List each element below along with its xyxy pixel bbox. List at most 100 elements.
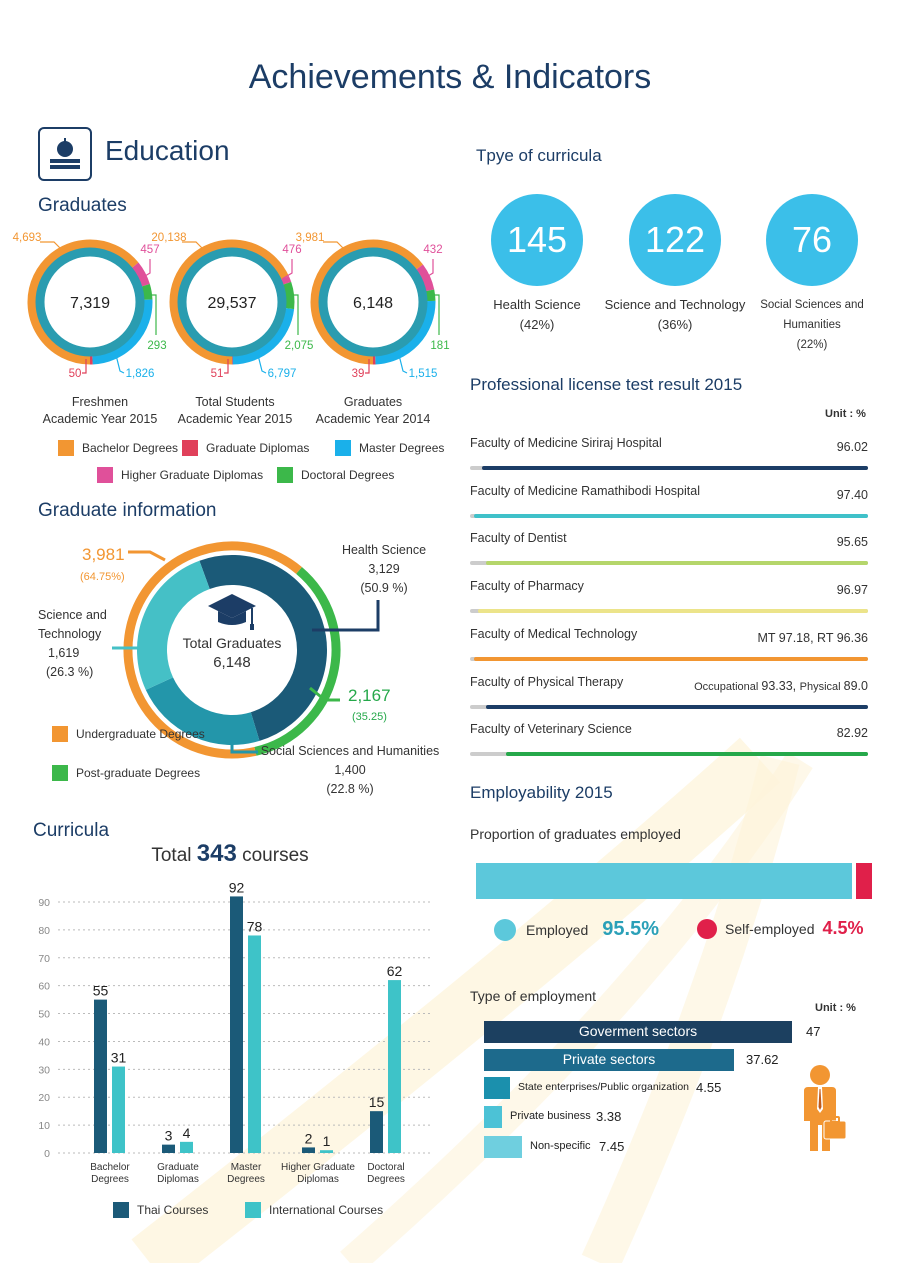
x-tick-label: Degrees bbox=[367, 1174, 405, 1185]
page-title: Achievements & Indicators bbox=[248, 58, 652, 96]
license-value: MT 97.18, RT 96.36 bbox=[757, 631, 869, 645]
callout-line bbox=[431, 294, 440, 335]
bar-value-label: 92 bbox=[229, 879, 245, 895]
license-row: Faculty of Medicine Ramathibodi Hospital… bbox=[470, 484, 868, 518]
ring-segment-master bbox=[92, 299, 153, 365]
bar-international-courses bbox=[248, 935, 261, 1153]
employment-type-value: 3.38 bbox=[596, 1109, 622, 1124]
employment-type-label: State enterprises/Public organization bbox=[518, 1081, 690, 1093]
ring-label-bachelor: 4,693 bbox=[13, 232, 42, 244]
ring-caption-3: Graduates Academic Year 2014 bbox=[315, 395, 431, 426]
ring-center bbox=[187, 257, 277, 347]
inner-segment-health bbox=[199, 555, 327, 741]
license-row: Faculty of Pharmacy 96.97 bbox=[470, 579, 868, 613]
bar-thai-courses bbox=[370, 1111, 383, 1153]
callout-line bbox=[365, 359, 370, 374]
bar-value-label: 15 bbox=[369, 1094, 385, 1110]
employment-type-bar bbox=[484, 1136, 522, 1158]
post-value: 2,167 bbox=[348, 686, 391, 705]
ring-label-doctoral: 181 bbox=[430, 340, 449, 352]
ring-label-bachelor: 20,138 bbox=[151, 232, 186, 244]
legend-diploma: Graduate Diplomas bbox=[182, 440, 309, 456]
license-bar bbox=[470, 514, 868, 518]
bar-thai-courses bbox=[230, 896, 243, 1153]
bar-international-courses bbox=[388, 980, 401, 1153]
callout-line bbox=[182, 241, 203, 249]
bar-thai-courses bbox=[302, 1147, 315, 1153]
employment-type-bar bbox=[484, 1106, 502, 1128]
ring-center-value: 6,148 bbox=[353, 295, 393, 312]
callout-line bbox=[312, 600, 380, 632]
callout-line bbox=[82, 359, 87, 374]
ring-center bbox=[45, 257, 135, 347]
license-row: Faculty of Veterinary Science 82.92 bbox=[470, 722, 868, 756]
bar-value-label: 55 bbox=[93, 983, 109, 999]
legend-swatch bbox=[113, 1202, 129, 1218]
health-label: Health Science 3,129 (50.9 %) bbox=[341, 543, 427, 595]
license-value: 82.92 bbox=[836, 726, 868, 740]
license-bar bbox=[470, 657, 868, 661]
employed-legend: Employed 95.5% bbox=[494, 918, 659, 941]
y-tick-label: 30 bbox=[38, 1064, 50, 1076]
bar-value-label: 3 bbox=[165, 1128, 173, 1144]
x-tick-label: Doctoral bbox=[367, 1162, 404, 1173]
education-icon bbox=[38, 127, 92, 181]
donut-center bbox=[168, 586, 296, 714]
y-tick-label: 10 bbox=[38, 1120, 50, 1132]
bar-value-label: 78 bbox=[247, 918, 263, 934]
legend-swatch bbox=[52, 726, 68, 742]
legend-bachelor: Bachelor Degrees bbox=[58, 440, 178, 456]
curricula-type-label: Social Sciences and Humanities (22%) bbox=[760, 299, 864, 351]
license-bar bbox=[470, 609, 868, 613]
bar-value-label: 62 bbox=[387, 963, 403, 979]
ring-segment-bachelor bbox=[169, 239, 289, 365]
employment-type-value: 47 bbox=[806, 1024, 821, 1039]
employ-subtitle: Proportion of graduates employed bbox=[470, 826, 681, 842]
ring-label-doctoral: 293 bbox=[147, 340, 166, 352]
employ-type-unit: Unit : % bbox=[815, 1002, 856, 1014]
graduates-rings: 7,319 4,693 457 293 1,826 50 29,537 20,138 476 2,… bbox=[13, 232, 450, 380]
bar-value-label: 2 bbox=[305, 1130, 313, 1146]
callout-line bbox=[139, 259, 151, 280]
curricula-type-circle: 76 bbox=[766, 194, 858, 286]
inner-segment-social bbox=[145, 676, 260, 745]
ring-inner bbox=[177, 247, 287, 357]
ring-inner bbox=[318, 247, 428, 357]
callout-line bbox=[323, 241, 344, 249]
curricula-total: Total 343 courses bbox=[151, 840, 309, 867]
license-unit: Unit : % bbox=[825, 408, 866, 420]
science-label: Science and Technology 1,619 (26.3 %) bbox=[38, 608, 107, 679]
curricula-type-label: Science and Technology (36%) bbox=[604, 297, 746, 332]
legend-swatch bbox=[97, 467, 113, 483]
ring-segment-bachelor bbox=[310, 239, 423, 365]
employ-bar bbox=[476, 863, 872, 899]
license-faculty: Faculty of Medicine Ramathibodi Hospital bbox=[470, 484, 700, 498]
bar-international-courses bbox=[112, 1066, 125, 1153]
ring-postgraduate bbox=[254, 567, 341, 756]
x-tick-label: Diplomas bbox=[157, 1174, 199, 1185]
employment-type-value: 4.55 bbox=[696, 1080, 722, 1095]
license-faculty: Faculty of Physical Therapy bbox=[470, 675, 624, 689]
graduation-cap-icon bbox=[208, 594, 256, 630]
callout-line bbox=[230, 725, 258, 754]
ring-segment-bachelor bbox=[27, 239, 139, 365]
ring-center bbox=[328, 257, 418, 347]
bar-value-label: 1 bbox=[323, 1133, 331, 1149]
license-faculty: Faculty of Veterinary Science bbox=[470, 722, 632, 736]
center-total: Total Graduates 6,148 bbox=[182, 635, 282, 671]
license-value: 95.65 bbox=[836, 535, 868, 549]
graduates-title: Graduates bbox=[38, 195, 127, 216]
self-employed-bar bbox=[856, 863, 872, 899]
employment-type-label: Private business bbox=[510, 1110, 591, 1122]
ring-undergraduate bbox=[123, 541, 302, 759]
legend-swatch bbox=[52, 765, 68, 781]
x-tick-label: Degrees bbox=[91, 1174, 129, 1185]
ring-label-master: 1,826 bbox=[126, 368, 155, 380]
curricula-title: Curricula bbox=[33, 820, 110, 841]
bar-value-label: 31 bbox=[111, 1050, 127, 1066]
callout-line bbox=[398, 354, 408, 374]
license-bar-fill bbox=[485, 561, 868, 565]
callout-line bbox=[422, 259, 434, 280]
